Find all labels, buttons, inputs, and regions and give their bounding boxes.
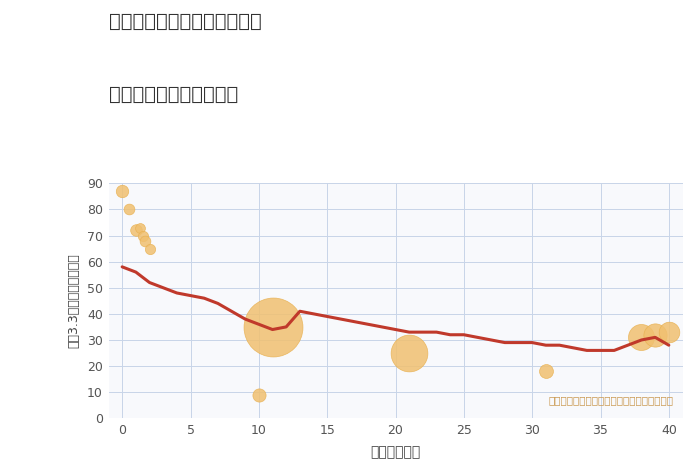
Text: 円の大きさは、取引のあった物件面積を示す: 円の大きさは、取引のあった物件面積を示す <box>549 395 674 405</box>
Point <box>404 349 415 357</box>
Point <box>650 331 661 338</box>
Point <box>137 232 148 239</box>
Y-axis label: 坪（3.3㎡）単価（万円）: 坪（3.3㎡）単価（万円） <box>67 253 80 348</box>
Point <box>267 323 278 331</box>
Point <box>123 206 134 213</box>
Text: 福岡県遠賀郡岡垣町東高倉の: 福岡県遠賀郡岡垣町東高倉の <box>108 12 261 31</box>
Point <box>253 391 265 399</box>
Point <box>140 237 151 244</box>
Point <box>117 188 128 195</box>
Point <box>663 329 674 336</box>
Point <box>144 245 155 252</box>
Point <box>130 227 141 234</box>
Text: 築年数別中古戸建て価格: 築年数別中古戸建て価格 <box>108 85 238 103</box>
Point <box>540 368 552 375</box>
Point <box>134 224 146 231</box>
Point <box>636 334 647 341</box>
X-axis label: 築年数（年）: 築年数（年） <box>370 445 421 459</box>
